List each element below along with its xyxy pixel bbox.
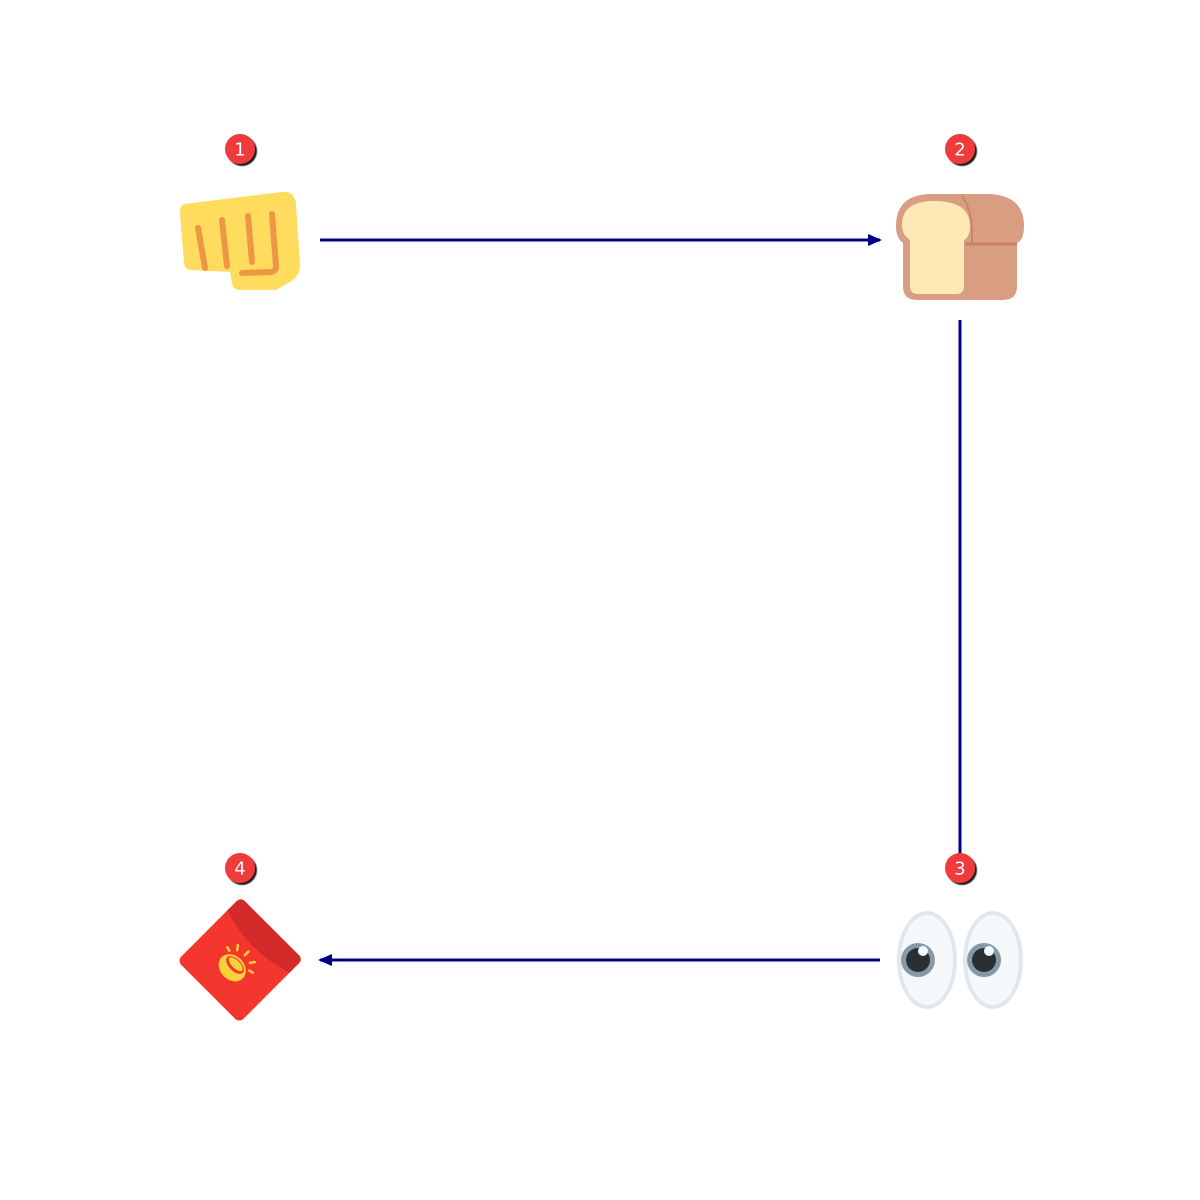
step-badge: 4 — [225, 853, 255, 883]
node-2: 2 — [896, 134, 1024, 300]
step-badge: 3 — [945, 853, 975, 883]
step-badge: 1 — [225, 134, 255, 164]
node-3: 3 — [897, 853, 1023, 1009]
oncoming-fist-icon — [180, 191, 300, 290]
step-number: 4 — [234, 859, 245, 880]
eyes-icon — [897, 911, 1023, 1009]
node-4: 4 — [179, 853, 301, 1021]
step-number: 2 — [954, 140, 965, 161]
step-number: 3 — [954, 859, 965, 880]
node-1: 1 — [180, 134, 300, 290]
step-number: 1 — [234, 140, 245, 161]
bread-icon — [896, 194, 1024, 300]
step-badge: 2 — [945, 134, 975, 164]
red-envelope-icon — [179, 899, 301, 1021]
